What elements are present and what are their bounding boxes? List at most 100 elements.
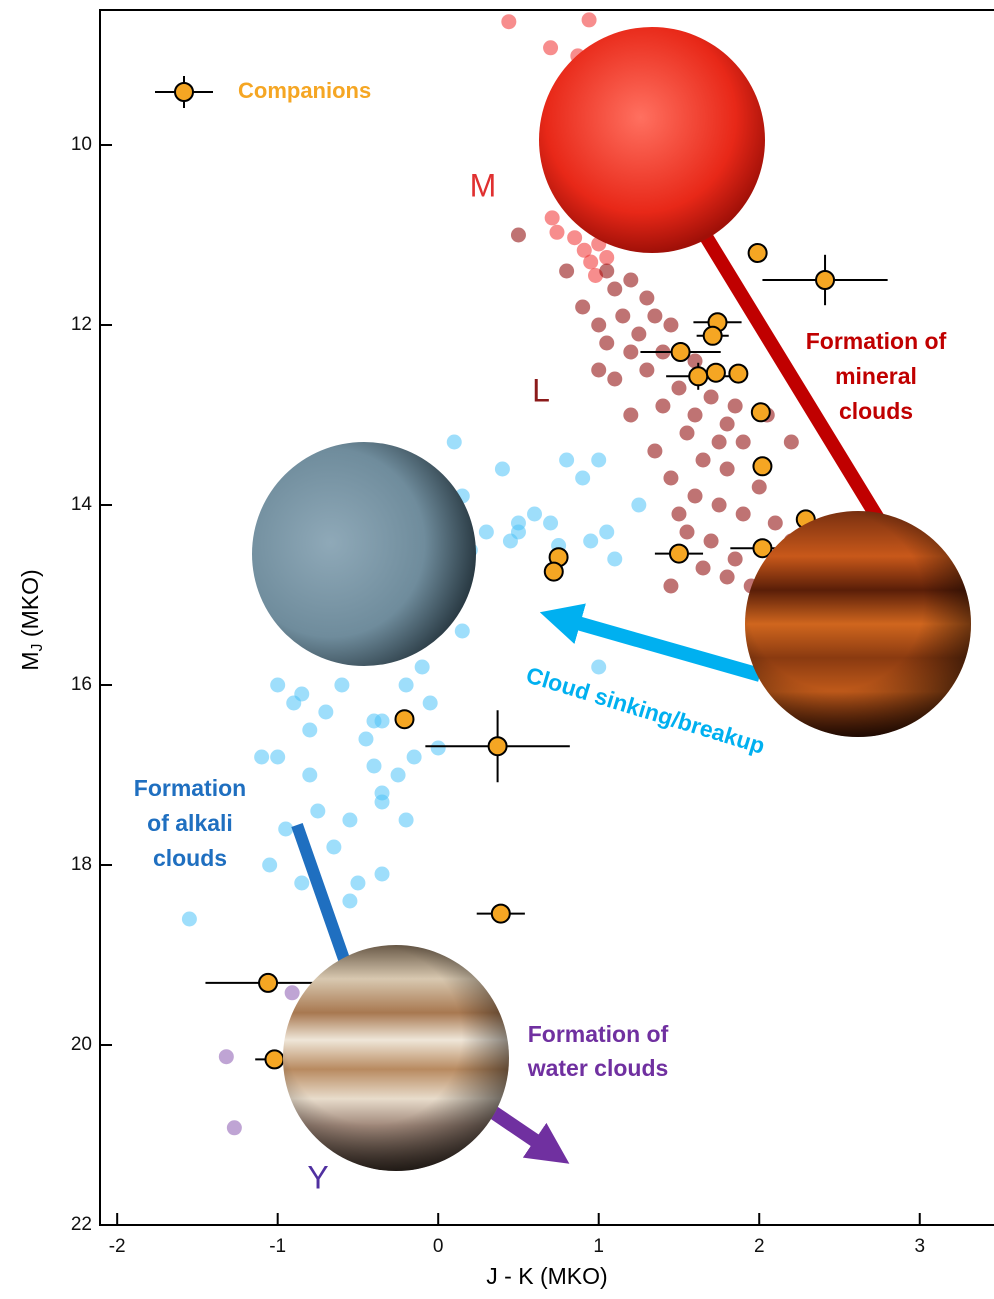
annotation: Formation [134, 775, 246, 801]
point [623, 272, 639, 288]
class-label: M [470, 167, 497, 203]
point [254, 749, 270, 765]
companion-point [752, 456, 773, 477]
annotation: Formation of [528, 1021, 669, 1047]
point [543, 40, 559, 56]
point [494, 461, 510, 477]
point [599, 524, 615, 540]
point [576, 242, 592, 258]
companion-point [490, 903, 511, 924]
annotation: water clouds [527, 1055, 669, 1081]
legend-label: Companions [238, 78, 371, 103]
point [270, 677, 286, 693]
point [599, 250, 615, 265]
point [318, 704, 334, 720]
sinking-arrow [539, 603, 762, 682]
point [374, 785, 390, 801]
point [607, 281, 623, 297]
point [581, 12, 597, 28]
point [398, 677, 414, 693]
point [350, 875, 366, 891]
y-label-main: M [17, 651, 43, 670]
point [549, 224, 565, 240]
point [294, 875, 310, 891]
companion-point [668, 543, 689, 564]
annotation: clouds [153, 845, 227, 871]
companion-point [815, 270, 836, 290]
point [181, 911, 197, 927]
point [575, 470, 591, 486]
point [647, 443, 663, 459]
point [575, 299, 591, 315]
point [671, 506, 687, 522]
annotation: of alkali [147, 810, 233, 836]
annotation: Formation of [806, 328, 947, 354]
annotation: Cloud sinking/breakup [523, 661, 768, 758]
point [342, 893, 358, 909]
point [270, 749, 286, 765]
point [591, 452, 607, 468]
point [751, 479, 767, 495]
point [358, 731, 374, 747]
point [262, 857, 278, 873]
point [422, 695, 438, 711]
annotation: clouds [839, 398, 913, 424]
point [414, 659, 430, 675]
point [679, 524, 695, 540]
point [631, 326, 647, 342]
x-tick-label: 0 [433, 1236, 444, 1257]
y-axis-label: MJ (MKO) [17, 569, 46, 670]
point [218, 1049, 234, 1065]
point [591, 362, 607, 378]
point [446, 434, 462, 450]
y-label-rest: (MKO) [17, 569, 43, 643]
point [559, 452, 575, 468]
point [623, 407, 639, 423]
companion-point [543, 561, 564, 582]
y-tick-label: 18 [71, 854, 92, 875]
point [735, 506, 751, 522]
companion-point [258, 972, 279, 993]
point [583, 254, 599, 270]
point [607, 551, 623, 567]
point [711, 497, 727, 513]
point [284, 985, 300, 1001]
point [735, 434, 751, 450]
point [639, 362, 655, 378]
x-tick-label: -2 [109, 1236, 126, 1257]
point [639, 290, 655, 306]
point [663, 578, 679, 594]
annotation: mineral [835, 363, 917, 389]
companion-point [487, 736, 508, 757]
point [727, 551, 743, 567]
point [310, 803, 326, 819]
companion-point [264, 1049, 285, 1070]
companion-point [394, 709, 415, 730]
mineral-line [699, 231, 888, 529]
point [226, 1120, 242, 1136]
point [527, 506, 543, 522]
y-tick-label: 20 [71, 1034, 92, 1055]
companion-point [688, 366, 709, 387]
point [767, 515, 783, 531]
y-label-sub: J [29, 643, 46, 651]
class-label: L [532, 372, 550, 408]
y-tick-label: 12 [71, 314, 92, 335]
point [334, 677, 350, 693]
point [719, 416, 735, 432]
point [711, 434, 727, 450]
y-tick-label: 22 [71, 1214, 92, 1235]
y-tick-label: 14 [71, 494, 93, 515]
class-label: Y [307, 1159, 328, 1195]
point [342, 812, 358, 828]
alkali-line [291, 823, 351, 964]
point [599, 335, 615, 351]
point [278, 821, 294, 837]
x-tick-label: 1 [593, 1236, 604, 1257]
point [544, 210, 560, 226]
point [501, 14, 517, 30]
point [607, 371, 623, 387]
point [679, 425, 695, 441]
point [510, 515, 526, 531]
x-tick-label: 3 [914, 1236, 925, 1257]
